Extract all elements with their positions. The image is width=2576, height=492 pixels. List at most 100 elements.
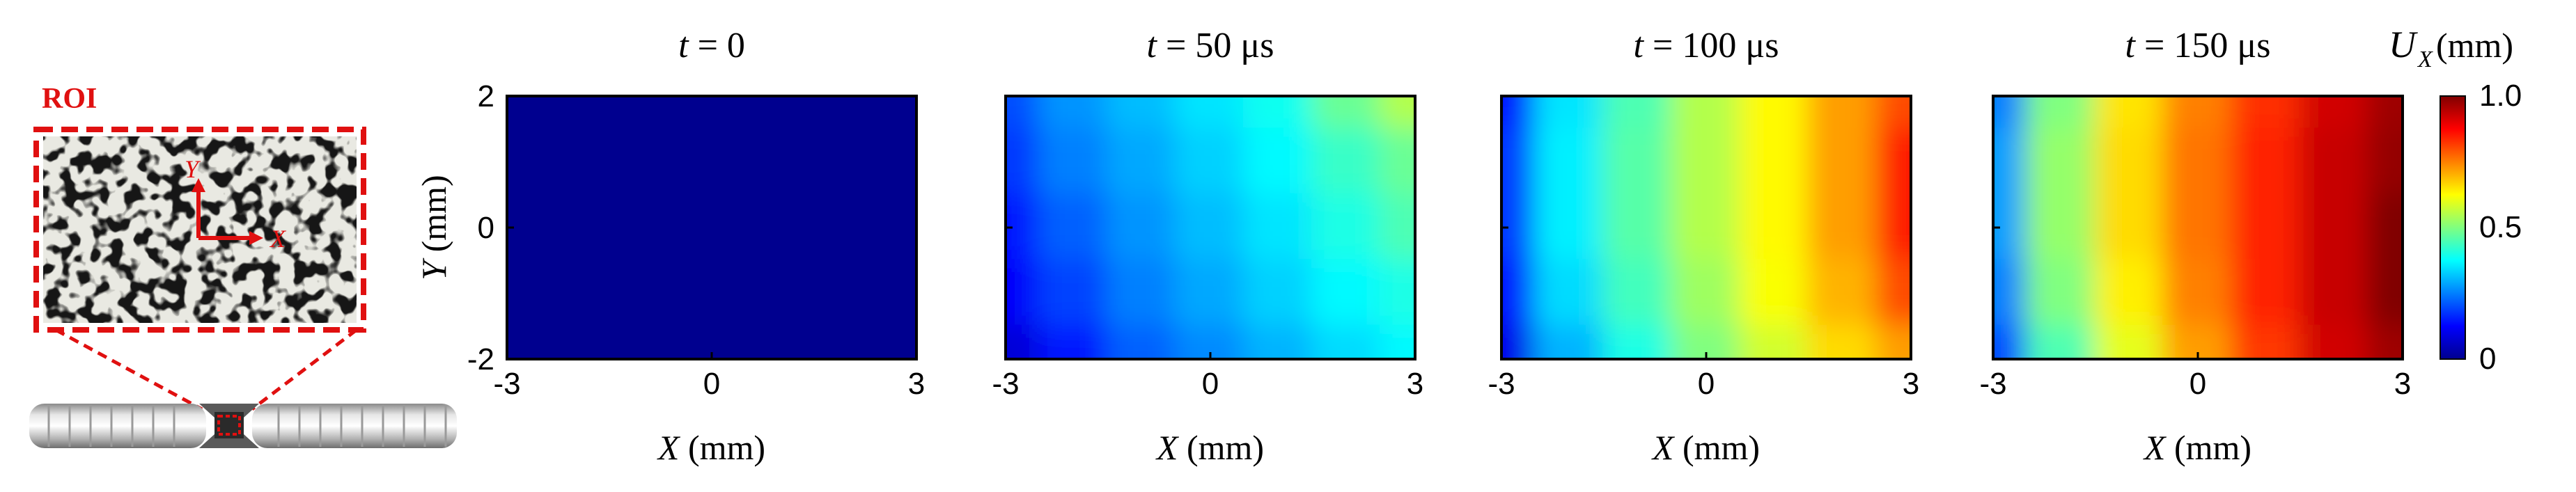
heatmap-cell [881, 193, 916, 262]
panel-title-value: = 50 μs [1157, 26, 1274, 65]
heatmap-cell [1807, 127, 1878, 196]
heatmap-panel: t = 150 μs -3 0 3 X (mm) [1979, 26, 2411, 467]
roi-label: ROI [42, 83, 97, 115]
heatmap-cell [2026, 324, 2097, 359]
colorbar-frame [2440, 95, 2466, 360]
heatmap-cell [2094, 127, 2165, 196]
heatmap-cell [676, 96, 747, 131]
roi-leader-left [54, 328, 203, 411]
heatmap-cell [1501, 127, 1537, 196]
roi-inset: ROI Y X [29, 83, 457, 448]
heatmap-cell [1807, 96, 1878, 131]
heatmap-cell [744, 96, 815, 131]
heatmap-cell [1311, 324, 1382, 359]
heatmap-cell [2299, 127, 2370, 196]
heatmap-cell [1311, 96, 1382, 131]
heatmap-cells [1006, 96, 1415, 359]
y-tick-label: 0 [478, 211, 494, 245]
heatmap-cell [2299, 193, 2370, 262]
heatmap-cell [1602, 324, 1673, 359]
colorbar-label-sub: X [2417, 47, 2433, 72]
panel-title-var: t [1147, 26, 1158, 65]
heatmap-cell [1671, 96, 1742, 131]
heatmap-cell [2094, 96, 2165, 131]
heatmap-cell [1107, 96, 1178, 131]
heatmap-cell [881, 96, 916, 131]
heatmap-cell [1807, 193, 1878, 262]
heatmap-cell [1243, 259, 1314, 328]
heatmap-cell [1006, 96, 1041, 131]
roi-axes-glyph [192, 178, 263, 245]
heatmap-cell [744, 324, 815, 359]
heatmap-cell [1875, 127, 1911, 196]
heatmap-cell [1739, 127, 1810, 196]
heatmap-cells [1993, 96, 2403, 359]
x-axis-label: X (mm) [2143, 428, 2251, 467]
x-tick-label: 0 [1202, 367, 1219, 401]
heatmap-cell [1501, 259, 1537, 328]
heatmap-panel: t = 0 -3 0 3 X (mm) 2 0 -2 Y (mm) [414, 26, 925, 467]
heatmap-cell [2367, 96, 2403, 131]
panel-title: t = 100 μs [1634, 26, 1779, 65]
heatmap-cell [1380, 96, 1415, 131]
heatmap-cell [1038, 127, 1109, 196]
heatmap-cell [2299, 96, 2370, 131]
heatmap-cell [540, 96, 611, 131]
y-tick-label: 2 [478, 79, 494, 113]
heatmap-cell [1243, 96, 1314, 131]
heatmap-cell [1534, 127, 1605, 196]
roi-frame [33, 127, 366, 333]
heatmap-cell [608, 96, 679, 131]
x-tick-label: -3 [493, 367, 520, 401]
x-tick-label: 3 [908, 367, 925, 401]
heatmap-cell [676, 127, 747, 196]
panel-title-var: t [678, 26, 689, 65]
heatmap-cell [507, 259, 542, 328]
heatmap-cell [1175, 127, 1246, 196]
panel-title-value: = 0 [689, 26, 745, 65]
heatmap-cell [1534, 96, 1605, 131]
heatmap-cell [1602, 127, 1673, 196]
x-tick-label: -3 [1979, 367, 2006, 401]
heatmap-cell [881, 259, 916, 328]
x-axis-label: X (mm) [1651, 428, 1760, 467]
heatmap-cell [2162, 193, 2233, 262]
heatmap-cell [2299, 259, 2370, 328]
heatmap-cell [1875, 259, 1911, 328]
heatmap-cell [1993, 96, 2029, 131]
specimen-image [29, 404, 457, 448]
heatmap-cell [1875, 324, 1911, 359]
x-tick-label: 3 [1903, 367, 1919, 401]
heatmap-cell [1006, 259, 1041, 328]
heatmap-cell [813, 96, 884, 131]
heatmap-cell [744, 127, 815, 196]
heatmap-cell [608, 324, 679, 359]
heatmap-cells [1501, 96, 1911, 359]
heatmap-cell [1602, 259, 1673, 328]
heatmap-cell [1243, 193, 1314, 262]
heatmap-cell [1602, 193, 1673, 262]
heatmap-cell [540, 127, 611, 196]
colorbar: U X (mm) 1.0 0.5 0 [2389, 24, 2522, 376]
heatmap-cell [1993, 259, 2029, 328]
heatmap-cell [2367, 127, 2403, 196]
heatmap-cell [1175, 193, 1246, 262]
heatmap-cell [2094, 193, 2165, 262]
heatmap-cell [2231, 96, 2302, 131]
heatmap-cell [1038, 324, 1109, 359]
heatmap-cell [1671, 259, 1742, 328]
colorbar-tick-label: 1.0 [2479, 79, 2522, 113]
heatmap-cell [1993, 127, 2029, 196]
heatmap-cell [1107, 193, 1178, 262]
heatmap-cell [1671, 193, 1742, 262]
heatmap-cell [1739, 193, 1810, 262]
heatmap-cell [2026, 127, 2097, 196]
heatmap-cell [540, 259, 611, 328]
heatmap-cell [1006, 127, 1041, 196]
panel-title-var: t [1634, 26, 1645, 65]
x-tick-label: 0 [2189, 367, 2206, 401]
heatmap-cell [813, 259, 884, 328]
heatmap-cell [1534, 259, 1605, 328]
colorbar-label-unit: (mm) [2436, 26, 2513, 65]
